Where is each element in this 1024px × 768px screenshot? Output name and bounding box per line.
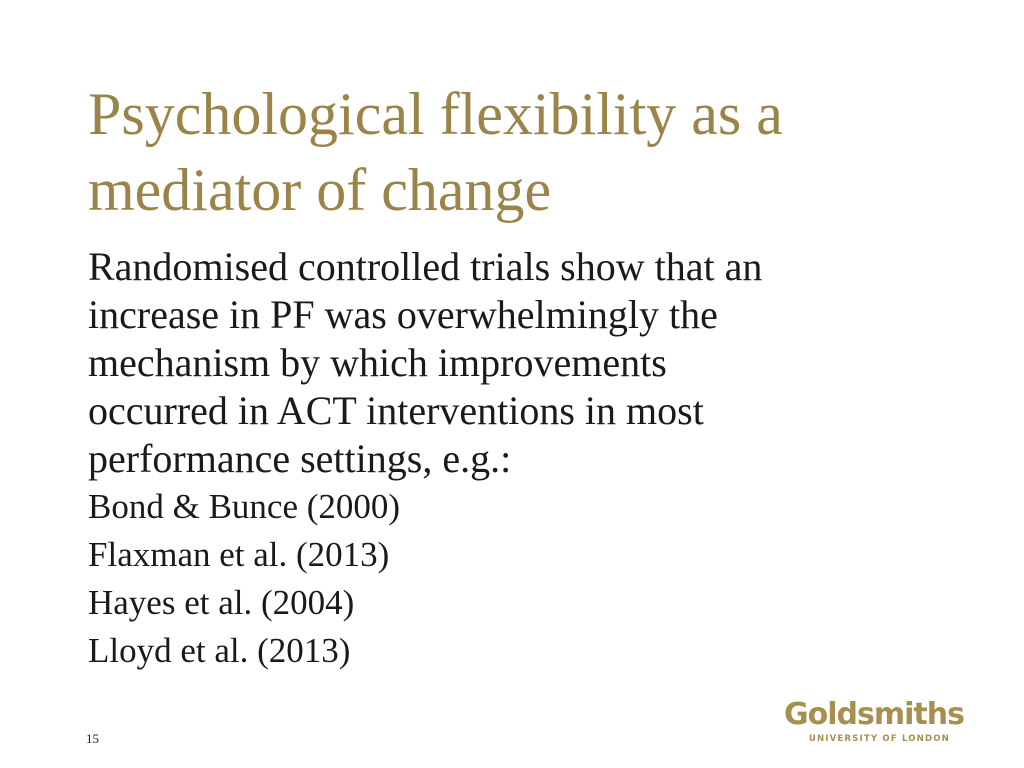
reference: Flaxman et al. (2013) bbox=[88, 535, 390, 574]
reference: Lloyd et al. (2013) bbox=[88, 631, 351, 670]
slide-number: 15 bbox=[86, 731, 99, 746]
body-line: performance settings, e.g.: bbox=[88, 436, 512, 481]
body-line: mechanism by which improvements bbox=[88, 340, 667, 385]
logo-subtitle: UNIVERSITY OF LONDON bbox=[808, 734, 950, 744]
logo-name: Goldsmiths bbox=[784, 697, 965, 732]
body-line: increase in PF was overwhelmingly the bbox=[88, 292, 718, 337]
reference: Hayes et al. (2004) bbox=[88, 583, 355, 622]
title-line: Psychological flexibility as a bbox=[88, 81, 783, 147]
body-line: occurred in ACT interventions in most bbox=[88, 388, 704, 433]
reference: Bond & Bunce (2000) bbox=[88, 487, 401, 526]
logo: Goldsmiths UNIVERSITY OF LONDON bbox=[784, 697, 965, 745]
body-line: Randomised controlled trials show that a… bbox=[88, 244, 763, 289]
title-line: mediator of change bbox=[88, 157, 552, 223]
